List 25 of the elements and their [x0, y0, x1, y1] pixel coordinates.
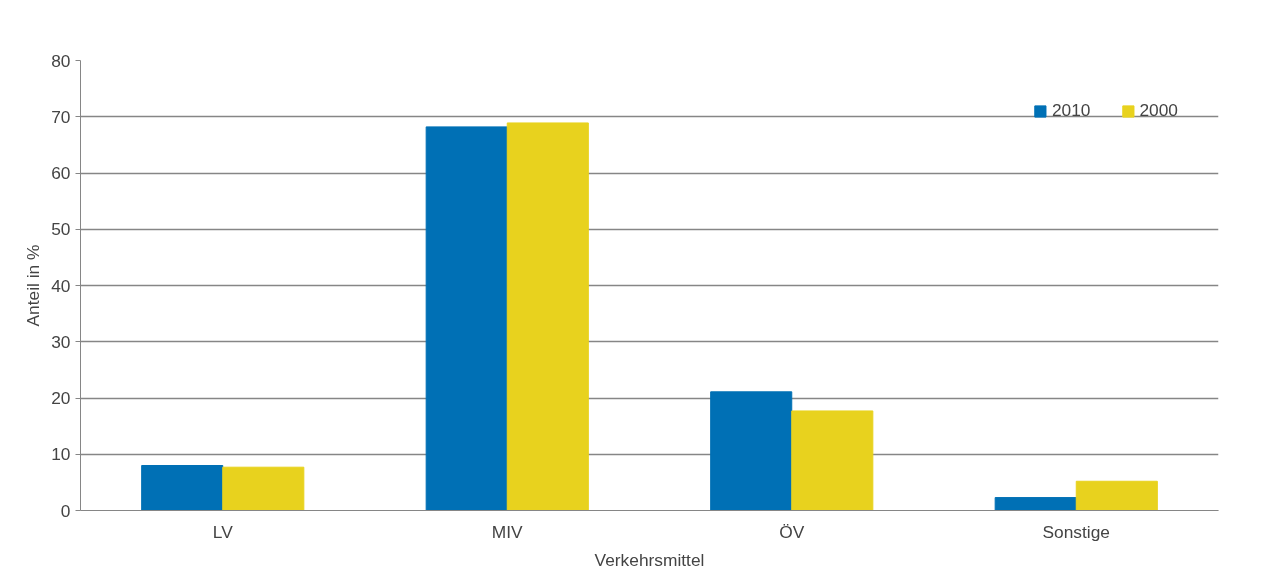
x-tick-label: ÖV — [779, 521, 805, 542]
bar — [506, 122, 589, 511]
x-tick-label: MIV — [491, 521, 524, 542]
y-tick-label: 60 — [51, 163, 71, 183]
bar — [1075, 480, 1158, 511]
legend-label: 2010 — [1051, 100, 1091, 121]
y-tick-label: 40 — [51, 275, 71, 296]
bar — [994, 497, 1077, 511]
y-tick-label: 70 — [51, 106, 71, 127]
y-tick-label: 0 — [60, 500, 71, 521]
bar — [141, 465, 224, 511]
bar — [710, 391, 793, 511]
y-tick-label: 20 — [51, 388, 71, 408]
x-tick-label: LV — [212, 521, 234, 542]
bar — [425, 126, 508, 511]
y-tick-label: 30 — [51, 331, 71, 352]
x-axis-title: Verkehrsmittel — [594, 549, 705, 570]
y-axis-title: Anteil in % — [23, 244, 44, 327]
legend-label: 2000 — [1139, 100, 1178, 121]
y-tick-label: 10 — [51, 444, 71, 465]
y-tick-label: 50 — [51, 219, 71, 240]
bar — [222, 466, 305, 511]
bar — [791, 410, 874, 511]
x-tick-label: Sonstige — [1042, 521, 1110, 542]
y-tick-label: 80 — [51, 50, 71, 71]
